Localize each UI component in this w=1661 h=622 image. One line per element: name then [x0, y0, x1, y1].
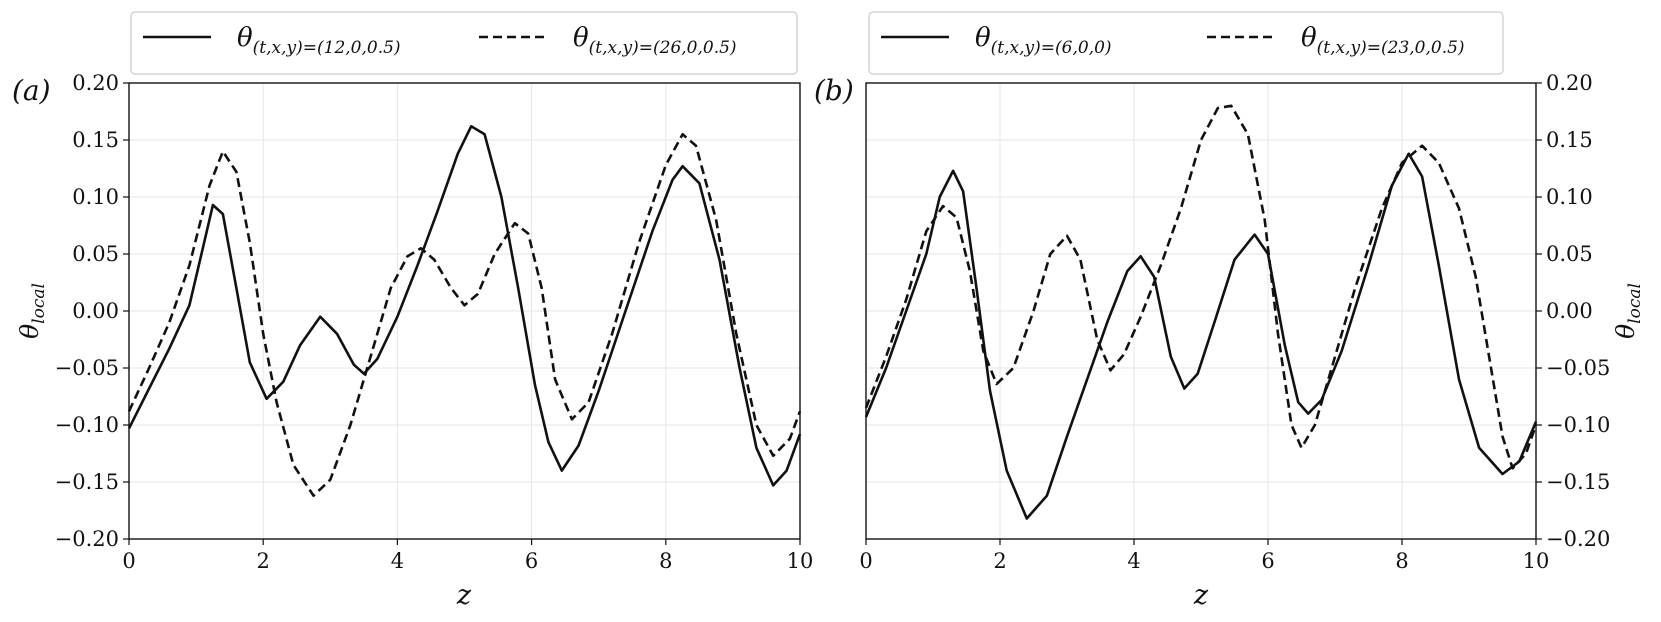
y-tick-label-0: −0.20 [55, 527, 119, 551]
y-tick-label-2: −0.10 [1546, 413, 1610, 437]
x-tick-label-2: 4 [1127, 549, 1140, 573]
x-tick-label-1: 2 [993, 549, 1006, 573]
panel-b: θ(t,x,y)=(6,0,0) θ(t,x,y)=(23,0,0.5) 0 2 4 6… [814, 11, 1645, 611]
legend-b [868, 11, 1504, 75]
y-tick-label-6: 0.10 [72, 185, 119, 209]
y-tick-label-5: 0.05 [1546, 242, 1593, 266]
legend-label-a-1: θ(t,x,y)=(26,0,0.5) [573, 23, 737, 58]
series-line-b-1 [864, 104, 1538, 470]
grid-b [865, 82, 1537, 540]
series-line-a-1 [127, 133, 802, 497]
x-tick-label-4: 8 [1395, 549, 1408, 573]
panel-label-a: (a) [12, 74, 51, 107]
series-line-b-0 [864, 152, 1538, 520]
y-tick-label-1: −0.15 [55, 470, 119, 494]
y-tick-label-4: 0.00 [72, 299, 119, 323]
y-tick-label-8: 0.20 [1546, 71, 1593, 95]
x-axis-label-a: z [456, 580, 472, 611]
x-tick-label-3: 6 [525, 549, 538, 573]
x-tick-label-2: 4 [391, 549, 404, 573]
y-tick-label-4: 0.00 [1546, 299, 1593, 323]
x-axis-label-b: z [1193, 580, 1209, 611]
legend-label-b-0: θ(t,x,y)=(6,0,0) [975, 23, 1112, 58]
x-tick-label-4: 8 [659, 549, 672, 573]
y-tick-label-3: −0.05 [1546, 356, 1610, 380]
x-tick-label-0: 0 [122, 549, 135, 573]
grid-a [128, 82, 801, 540]
y-tick-label-2: −0.10 [55, 413, 119, 437]
series-line-a-0 [127, 125, 802, 487]
x-tick-label-3: 6 [1261, 549, 1274, 573]
panel-label-b: (b) [814, 74, 854, 107]
y-axis-label-b: θlocal [1611, 283, 1645, 339]
legend-label-b-1: θ(t,x,y)=(23,0,0.5) [1301, 23, 1465, 58]
x-tick-label-1: 2 [257, 549, 270, 573]
y-tick-label-7: 0.15 [1546, 128, 1593, 152]
y-tick-label-8: 0.20 [72, 71, 119, 95]
y-tick-label-6: 0.10 [1546, 185, 1593, 209]
x-tick-label-5: 10 [787, 549, 814, 573]
x-tick-label-0: 0 [859, 549, 872, 573]
y-tick-label-0: −0.20 [1546, 527, 1610, 551]
legend-label-a-0: θ(t,x,y)=(12,0,0.5) [237, 23, 401, 58]
y-tick-label-3: −0.05 [55, 356, 119, 380]
y-tick-label-7: 0.15 [72, 128, 119, 152]
panel-a: θ(t,x,y)=(12,0,0.5) θ(t,x,y)=(26,0,0.5) 0… [12, 11, 814, 611]
y-tick-label-5: 0.05 [72, 242, 119, 266]
x-tick-label-5: 10 [1523, 549, 1550, 573]
legend-a [130, 11, 798, 75]
y-axis-label-a: θlocal [15, 283, 49, 339]
y-tick-label-1: −0.15 [1546, 470, 1610, 494]
